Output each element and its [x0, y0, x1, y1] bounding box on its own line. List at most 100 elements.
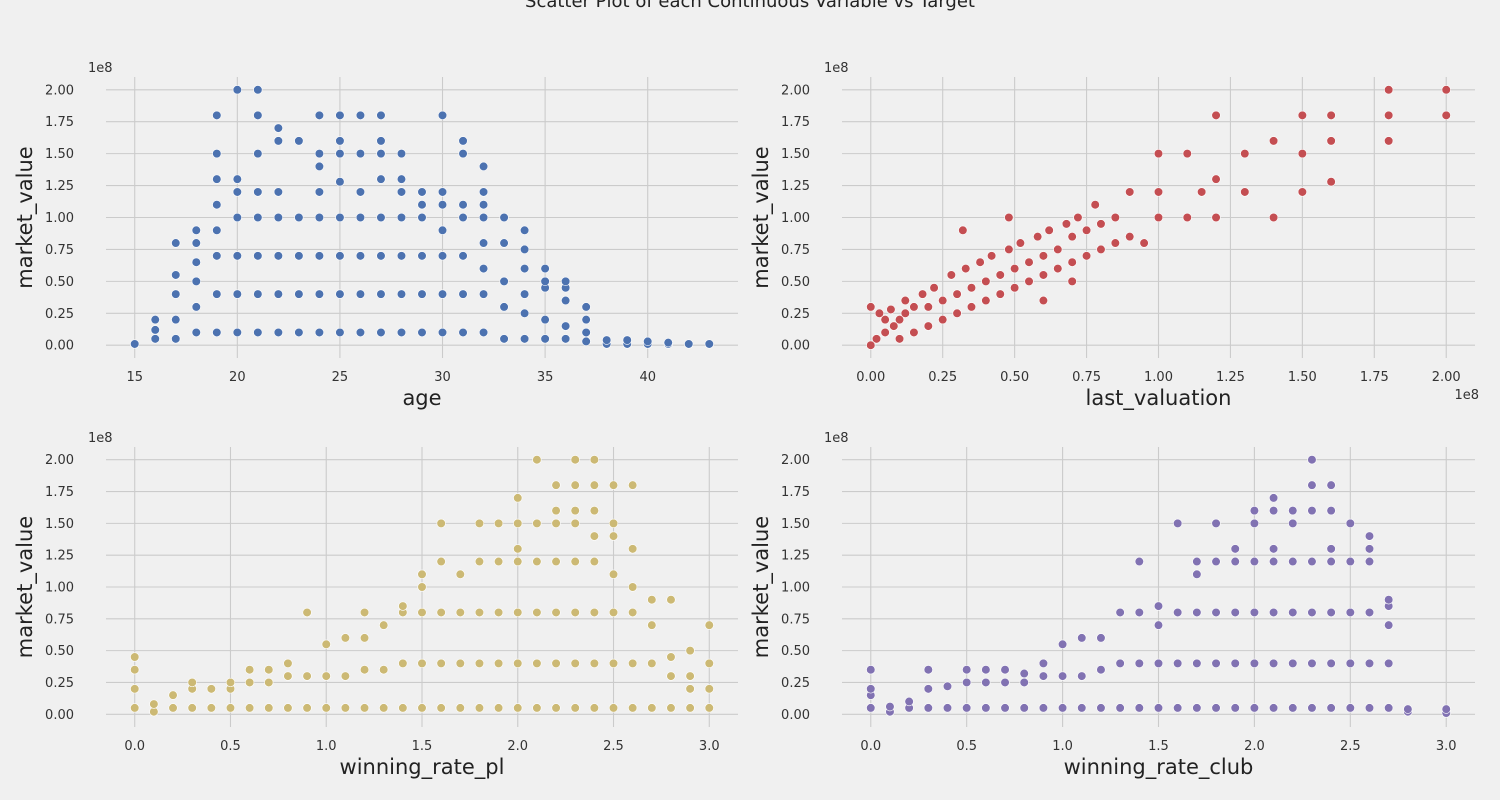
scatter-point — [191, 302, 201, 312]
subplot-1: 15 20 25 30 35 40 0.00 0.25 0.50 0.75 1.00 1.25 1.50… — [13, 61, 738, 410]
x-tick-label: 1.75 — [1360, 370, 1389, 385]
scatter-point — [880, 315, 890, 325]
scatter-point — [866, 665, 876, 675]
y-tick-label: 1.25 — [781, 549, 810, 564]
x-tick-label: 1.5 — [1148, 739, 1169, 754]
scatter-point — [981, 295, 991, 306]
scatter-point — [589, 703, 599, 713]
scatter-point — [917, 289, 928, 299]
scatter-point — [376, 110, 386, 120]
scatter-point — [1288, 518, 1298, 528]
scatter-point — [570, 455, 580, 465]
scatter-point — [923, 684, 933, 694]
scatter-point — [995, 289, 1005, 299]
scatter-point — [551, 480, 561, 490]
scatter-point — [589, 455, 599, 465]
scatter-point — [1000, 665, 1010, 675]
scatter-point — [1211, 703, 1221, 713]
scatter-point — [551, 658, 561, 668]
scatter-point — [1077, 671, 1087, 681]
scatter-point — [540, 263, 550, 274]
scatter-point — [1384, 110, 1394, 120]
scatter-point — [396, 212, 407, 223]
scatter-point — [1326, 544, 1336, 554]
x-tick-label: 1.5 — [412, 739, 433, 754]
x-tick-label: 1.0 — [1052, 739, 1073, 754]
scatter-point — [335, 289, 345, 299]
scatter-point — [355, 289, 366, 299]
scatter-point — [1345, 518, 1355, 528]
scatter-point — [1326, 506, 1336, 516]
scatter-point — [532, 518, 542, 528]
scatter-point — [532, 703, 542, 713]
scatter-point — [1125, 232, 1135, 242]
scatter-point — [212, 110, 222, 120]
scatter-point — [1081, 225, 1092, 235]
scatter-point — [1364, 544, 1375, 554]
scatter-point — [436, 556, 446, 567]
scatter-point — [283, 671, 293, 681]
scatter-point — [866, 302, 876, 312]
scatter-point — [532, 455, 542, 465]
scatter-point — [232, 212, 242, 223]
scatter-point — [212, 225, 222, 235]
scatter-point — [551, 607, 561, 618]
scatter-point — [513, 493, 523, 503]
scatter-point — [551, 703, 561, 713]
scatter-point — [608, 531, 619, 541]
scatter-point — [1197, 187, 1207, 197]
scatter-point — [1297, 110, 1307, 120]
y-axis-label: market_value — [13, 146, 38, 288]
scatter-point — [581, 302, 591, 312]
y-tick-label: 0.75 — [781, 243, 810, 258]
scatter-point — [1345, 556, 1355, 567]
scatter-point — [966, 302, 977, 312]
scatter-point — [191, 257, 201, 267]
scatter-point — [437, 289, 448, 299]
y-tick-label: 0.25 — [781, 307, 810, 322]
scatter-point — [1249, 518, 1260, 528]
scatter-point — [1307, 658, 1317, 668]
scatter-point — [1345, 703, 1355, 713]
scatter-point — [191, 327, 201, 338]
scatter-point — [294, 327, 304, 338]
scatter-point — [1024, 257, 1034, 267]
scatter-point — [1173, 607, 1183, 618]
scatter-point — [1288, 556, 1298, 567]
scatter-point — [273, 251, 283, 261]
scatter-point — [1115, 703, 1125, 713]
scatter-point — [880, 327, 890, 338]
scatter-points — [130, 455, 714, 717]
scatter-point — [1211, 658, 1221, 668]
scatter-point — [340, 633, 350, 643]
scatter-point — [1153, 620, 1164, 630]
scatter-point — [273, 327, 283, 338]
scatter-point — [1173, 518, 1183, 528]
scatter-point — [874, 308, 885, 318]
scatter-point — [1000, 677, 1010, 688]
x-tick-label: 0.00 — [856, 370, 885, 385]
scatter-point — [494, 703, 504, 713]
scatter-point — [513, 658, 523, 668]
scatter-point — [1441, 85, 1451, 95]
scatter-point — [1057, 703, 1068, 713]
scatter-point — [232, 187, 242, 197]
x-tick-label: 1.0 — [316, 739, 337, 754]
scatter-point — [966, 283, 977, 293]
scatter-point — [417, 703, 427, 713]
scatter-point — [130, 339, 140, 349]
scatter-point — [171, 270, 181, 280]
x-tick-label: 0.5 — [220, 739, 241, 754]
scatter-point — [314, 212, 325, 223]
scatter-point — [704, 684, 714, 694]
scatter-point — [1000, 703, 1010, 713]
y-exponent-label: 1e8 — [88, 431, 113, 446]
scatter-point — [398, 703, 408, 713]
y-tick-label: 0.25 — [45, 307, 74, 322]
scatter-point — [232, 251, 242, 261]
scatter-point — [232, 327, 242, 338]
scatter-point — [608, 658, 619, 668]
y-tick-label: 2.00 — [45, 453, 74, 468]
x-tick-label: 30 — [434, 370, 451, 385]
